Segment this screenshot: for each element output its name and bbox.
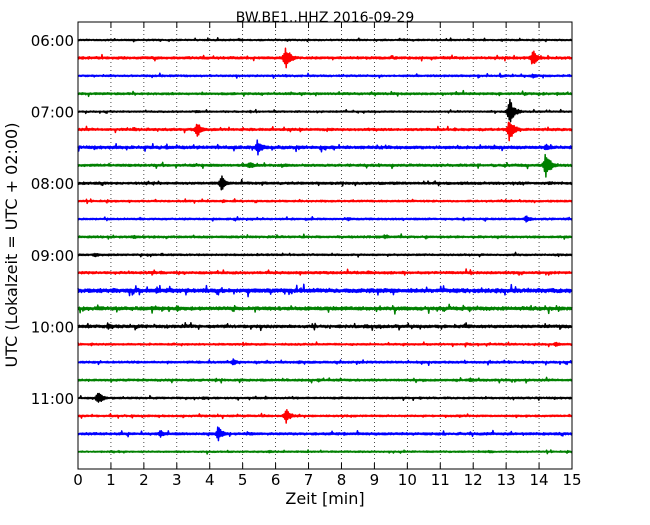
plot-background (78, 22, 572, 469)
seismic-trace (77, 251, 573, 258)
y-tick-label: 10:00 (31, 318, 74, 336)
seismic-trace (77, 215, 573, 223)
seismic-trace (77, 426, 573, 442)
x-tick-label: 10 (398, 471, 417, 489)
chart-title: BW.BE1..HHZ 2016-09-29 (236, 10, 415, 26)
seismic-trace (77, 139, 573, 156)
seismic-trace (77, 47, 573, 69)
seismic-trace (77, 358, 573, 367)
y-tick-label: 08:00 (31, 175, 74, 193)
seismic-trace (77, 341, 573, 348)
y-tick-label: 09:00 (31, 247, 74, 265)
seismic-trace (77, 72, 573, 79)
x-tick-label: 5 (238, 471, 248, 489)
seismic-trace (77, 376, 573, 384)
x-tick-label: 2 (139, 471, 149, 489)
tick-layer: 0 1 2 3 4 5 6 7 8 9 10 11 12 13 14 1506:0007:0008:0009:… (31, 22, 582, 489)
trace-layer (77, 37, 573, 455)
seismic-trace (77, 175, 573, 191)
y-axis-label: UTC (Lokalzeit = UTC + 02:00) (2, 123, 21, 368)
x-tick-label: 12 (464, 471, 483, 489)
y-tick-label: 11:00 (31, 390, 74, 408)
x-tick-label: 4 (205, 471, 215, 489)
plot-frame (77, 21, 573, 470)
y-tick-label: 06:00 (31, 32, 74, 50)
x-tick-label: 14 (530, 471, 549, 489)
x-tick-label: 13 (497, 471, 516, 489)
x-tick-label: 7 (304, 471, 314, 489)
seismic-trace (77, 121, 573, 142)
x-tick-label: 8 (337, 471, 347, 489)
x-tick-label: 3 (172, 471, 182, 489)
x-tick-label: 11 (431, 471, 450, 489)
x-tick-label: 9 (370, 471, 380, 489)
seismic-trace (77, 392, 573, 403)
seismic-trace (77, 153, 573, 178)
seismic-trace (77, 449, 573, 455)
seismic-trace (77, 198, 573, 205)
x-tick-label: 15 (562, 471, 581, 489)
seismic-trace (77, 98, 573, 123)
seismic-trace (77, 409, 573, 424)
grid-layer (110, 22, 540, 469)
seismic-trace (77, 233, 573, 240)
x-tick-label: 0 (73, 471, 83, 489)
seismic-trace (77, 268, 573, 276)
seismic-trace (77, 283, 573, 298)
y-tick-label: 07:00 (31, 104, 74, 122)
x-tick-label: 6 (271, 471, 281, 489)
x-tick-label: 1 (106, 471, 116, 489)
seismic-trace (77, 37, 573, 43)
x-axis-label: Zeit [min] (285, 489, 364, 508)
seismic-trace (77, 89, 573, 98)
seismic-trace (77, 303, 573, 315)
seismic-trace (77, 322, 573, 332)
